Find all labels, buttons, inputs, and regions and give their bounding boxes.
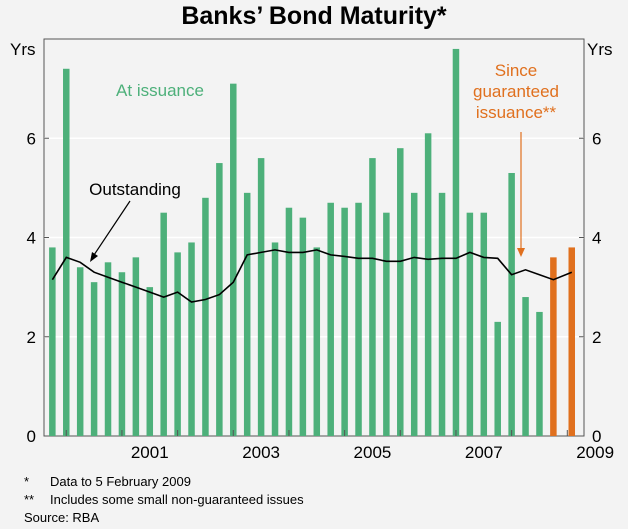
issuance-bar [257, 158, 265, 436]
y-tick-label-left: 4 [27, 229, 36, 248]
y-tick-label-right: 6 [592, 129, 601, 148]
issuance-bar [230, 83, 237, 436]
issuance-bar [146, 287, 154, 436]
issuance-bar [202, 197, 209, 436]
outstanding-pointer [91, 200, 131, 259]
y-tick-label-left: 6 [27, 129, 36, 148]
outstanding-arrowhead [90, 252, 98, 262]
footnote-2-text: Includes some small non-guaranteed issue… [50, 492, 304, 507]
issuance-bar [466, 212, 474, 436]
x-tick-label: 2005 [354, 443, 392, 462]
issuance-bar [494, 321, 501, 436]
issuance-bar [369, 158, 376, 436]
issuance-bar [452, 48, 460, 437]
issuance-bar [355, 202, 362, 436]
issuance-bar [480, 212, 488, 436]
guaranteed-label-line: guaranteed [473, 82, 559, 101]
issuance-bar [174, 252, 181, 436]
issuance-bar [327, 202, 334, 436]
x-tick-label: 2001 [131, 443, 169, 462]
issuance-bar [90, 282, 98, 436]
footnotes: * Data to 5 February 2009 ** Includes some… [24, 473, 304, 527]
y-tick-label-left: 2 [27, 328, 36, 347]
x-tick-label: 2003 [242, 443, 280, 462]
issuance-bar [522, 297, 529, 436]
guaranteed-bar [550, 257, 557, 436]
issuance-bar [438, 192, 446, 436]
issuance-bar [271, 242, 279, 436]
footnote-1: * Data to 5 February 2009 [24, 473, 304, 491]
y-axis-label-right: Yrs [587, 40, 613, 59]
footnote-2-mark: ** [24, 492, 35, 507]
source-note: Source: RBA [24, 510, 100, 525]
issuance-bar [536, 311, 543, 436]
issuance-bar [341, 207, 348, 436]
issuance-bar [132, 257, 140, 436]
issuance-bar [299, 217, 307, 436]
chart-title: Banks’ Bond Maturity* [181, 2, 447, 30]
issuance-bar [508, 172, 515, 437]
at-issuance-label: At issuance [116, 81, 204, 100]
issuance-bar [410, 192, 418, 436]
issuance-bar [104, 262, 112, 436]
issuance-bar [76, 267, 84, 436]
outstanding-label: Outstanding [89, 180, 181, 199]
issuance-bar [383, 212, 390, 436]
issuance-bar [160, 212, 167, 436]
y-tick-label-right: 4 [592, 229, 601, 248]
issuance-bar [285, 207, 293, 436]
footnote-1-mark: * [24, 474, 30, 489]
x-tick-label: 2007 [465, 443, 503, 462]
guaranteed-label-line: issuance** [476, 103, 557, 122]
guaranteed-bar [568, 247, 576, 436]
issuance-bar [216, 163, 223, 436]
guaranteed-arrowhead [517, 248, 525, 257]
y-axis-label-left: Yrs [10, 40, 36, 59]
footnote-1-text: Data to 5 February 2009 [50, 474, 191, 489]
issuance-bar [397, 148, 404, 437]
issuance-bar [63, 68, 70, 437]
issuance-bar [243, 192, 251, 436]
issuance-bar [424, 133, 432, 436]
footnote-2: ** Includes some small non-guaranteed iss… [24, 491, 304, 509]
outstanding-line [51, 249, 573, 303]
y-tick-label-right: 0 [592, 427, 601, 446]
y-tick-label-left: 0 [27, 427, 36, 446]
guaranteed-label-line: Since [495, 61, 538, 80]
x-tick-label: 2009 [576, 443, 614, 462]
issuance-bar [188, 242, 195, 436]
issuance-bar [118, 272, 126, 436]
issuance-bar [49, 247, 56, 436]
y-tick-label-right: 2 [592, 328, 601, 347]
issuance-bar [313, 247, 321, 436]
